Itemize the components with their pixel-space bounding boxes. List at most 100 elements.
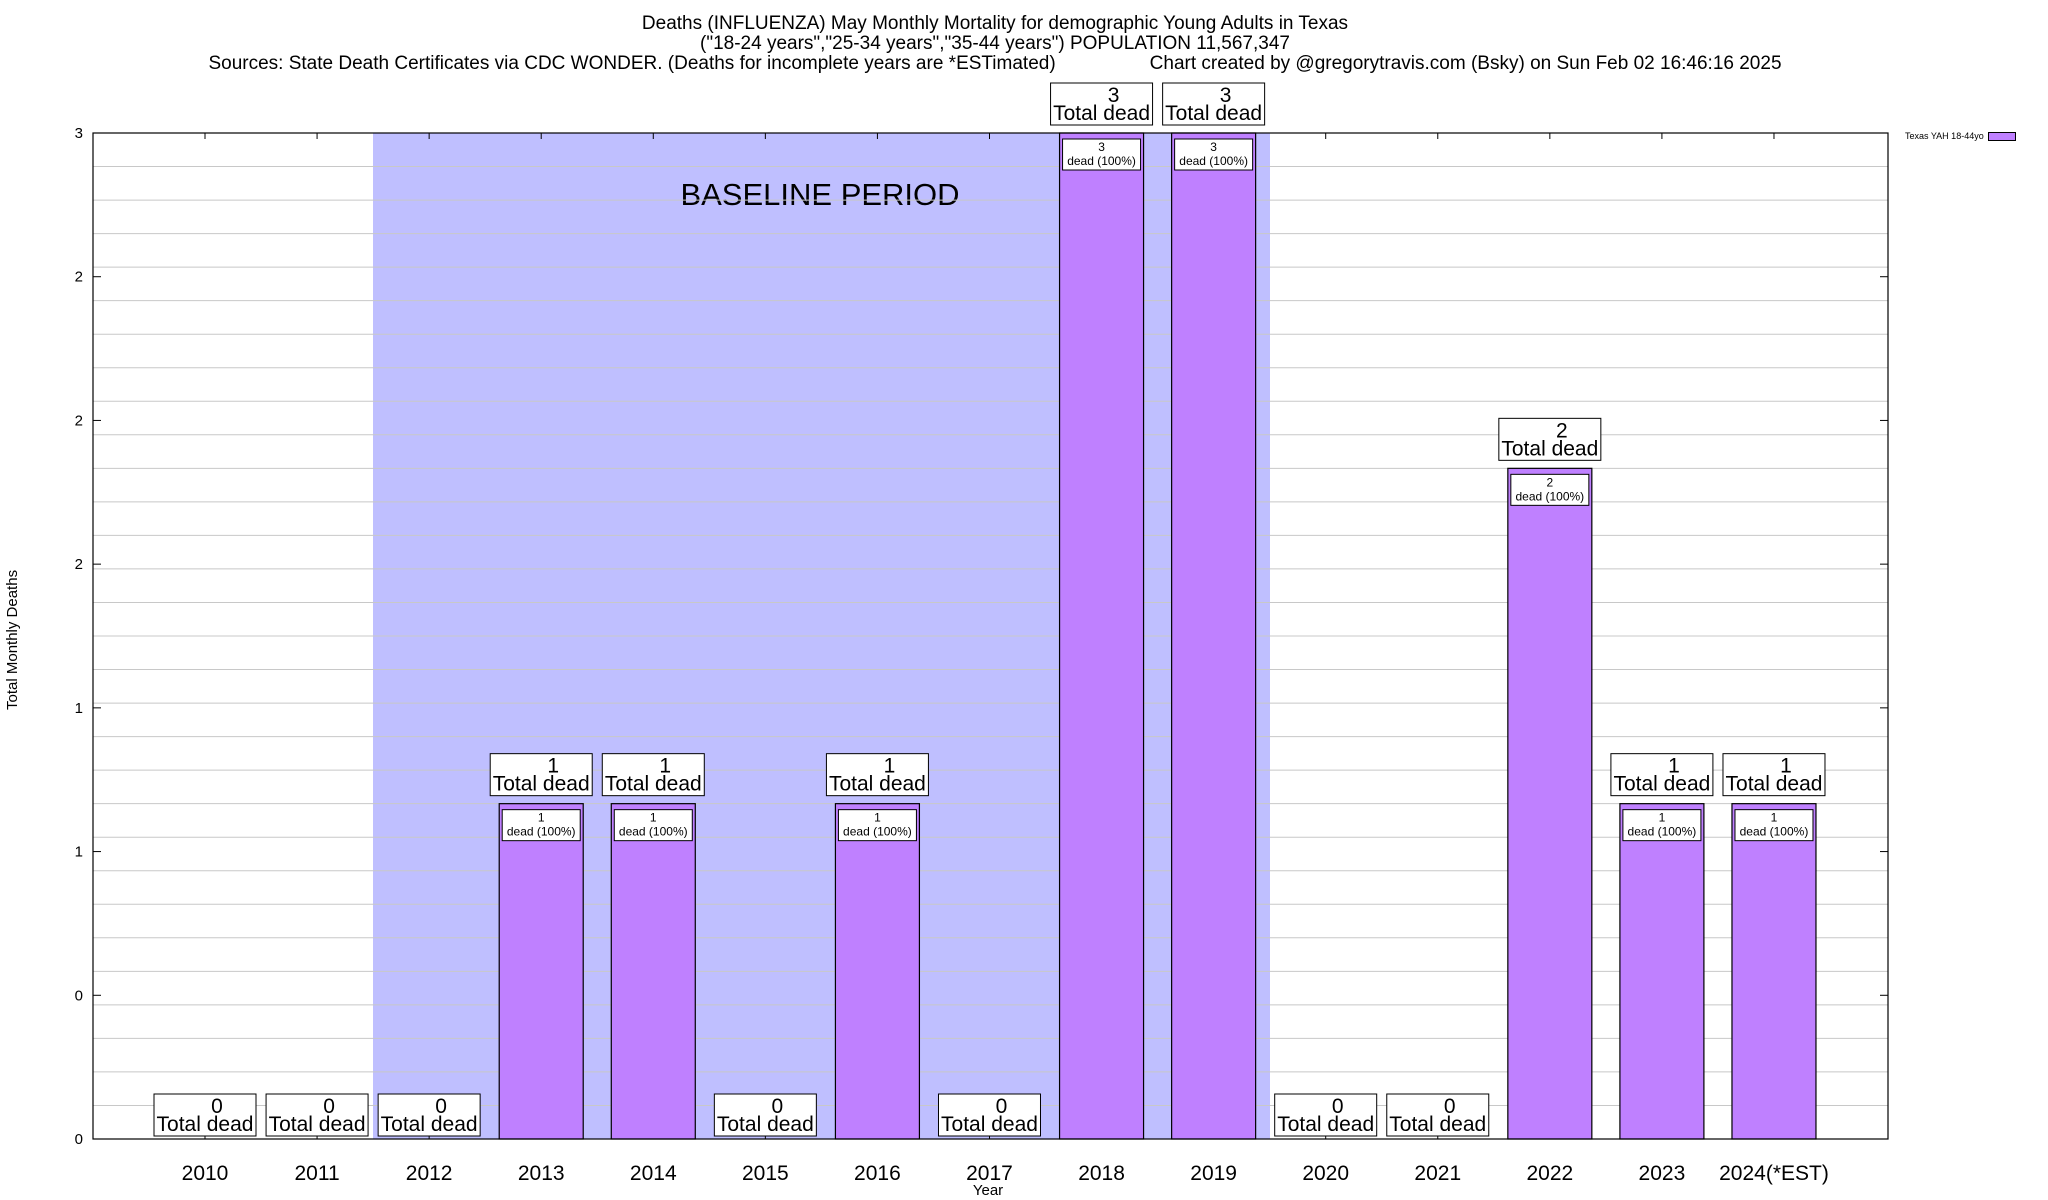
total-dead-box [489, 753, 593, 797]
bar [1731, 803, 1817, 1140]
total-dead-count: 0 [1332, 1095, 1344, 1118]
chart-source-line: Sources: State Death Certificates via CD… [0, 53, 1990, 75]
total-dead-label: Total dead [1389, 1113, 1486, 1136]
x-tick-label: 2010 [182, 1162, 229, 1185]
total-dead-box [825, 753, 929, 797]
total-dead-count: 0 [323, 1095, 335, 1118]
chart-title: Deaths (INFLUENZA) May Monthly Mortality… [641, 13, 1349, 34]
x-tick-label: 2011 [294, 1162, 339, 1185]
total-dead-label: Total dead [717, 1113, 814, 1136]
total-dead-box [1386, 1093, 1490, 1137]
bar [1619, 803, 1705, 1140]
legend-swatch [1987, 131, 2016, 141]
total-dead-count: 0 [1444, 1095, 1456, 1118]
bar-inner-label-box [1174, 138, 1254, 171]
total-dead-count: 1 [1780, 755, 1792, 778]
total-dead-count: 0 [996, 1095, 1008, 1118]
total-dead-label: Total dead [1277, 1113, 1374, 1136]
bar [834, 803, 921, 1140]
bar [610, 803, 696, 1140]
bar-inner-count-label: 3 [1210, 140, 1217, 154]
y-tick-label: 3 [75, 125, 83, 142]
y-tick-label: 2 [75, 556, 83, 573]
x-tick-label: 2012 [406, 1162, 453, 1185]
bar-inner-label-box [837, 809, 917, 842]
legend: Texas YAH 18-44yo [1905, 131, 2016, 141]
total-dead-box [937, 1093, 1041, 1137]
x-tick-label: 2013 [518, 1162, 565, 1185]
bar-inner-count-label: 1 [874, 811, 881, 825]
bar-inner-label-box [1510, 473, 1590, 506]
bar-inner-percent-label: dead (100%) [1067, 154, 1136, 168]
total-dead-box [1050, 82, 1154, 126]
total-dead-box [265, 1093, 369, 1137]
total-dead-box [1610, 753, 1714, 797]
bar-inner-label-box [1622, 809, 1702, 842]
legend-series-label: Texas YAH 18-44yo [1905, 131, 1984, 141]
bar-inner-percent-label: dead (100%) [1628, 825, 1697, 839]
total-dead-label: Total dead [381, 1113, 478, 1136]
x-tick-label: 2024(*EST) [1719, 1162, 1829, 1185]
total-dead-box [153, 1093, 257, 1137]
bar [498, 803, 584, 1140]
baseline-period-label: BASELINE PERIOD [680, 177, 959, 212]
y-tick-label: 0 [75, 1131, 83, 1148]
total-dead-label: Total dead [1726, 773, 1823, 796]
total-dead-count: 1 [884, 755, 896, 778]
bar-inner-percent-label: dead (100%) [619, 825, 688, 839]
bar-inner-count-label: 1 [538, 811, 545, 825]
bar-inner-count-label: 1 [1771, 811, 1778, 825]
total-dead-label: Total dead [1165, 102, 1262, 125]
x-axis-label: Year [972, 1182, 1004, 1199]
bar-inner-count-label: 1 [650, 811, 657, 825]
y-tick-label: 2 [75, 412, 83, 429]
y-tick-label: 1 [75, 844, 83, 861]
x-tick-label: 2014 [630, 1162, 677, 1185]
total-dead-box [713, 1093, 817, 1137]
bar-inner-percent-label: dead (100%) [1515, 489, 1584, 503]
total-dead-count: 2 [1556, 419, 1568, 442]
bar-inner-count-label: 3 [1098, 140, 1105, 154]
bar-inner-percent-label: dead (100%) [1179, 154, 1248, 168]
total-dead-box [1722, 753, 1826, 797]
bar-inner-percent-label: dead (100%) [507, 825, 576, 839]
bar-inner-count-label: 2 [1546, 475, 1553, 489]
bar-inner-count-label: 1 [1659, 811, 1666, 825]
x-tick-label: 2021 [1414, 1162, 1461, 1185]
x-tick-label: 2023 [1639, 1162, 1686, 1185]
total-dead-label: Total dead [829, 773, 926, 796]
total-dead-count: 3 [1108, 84, 1120, 107]
total-dead-box [1498, 417, 1602, 461]
total-dead-count: 1 [547, 755, 559, 778]
total-dead-count: 1 [1668, 755, 1680, 778]
total-dead-label: Total dead [1501, 437, 1598, 460]
chart-credit: Chart created by @gregorytravis.com (Bsk… [1149, 53, 1782, 74]
total-dead-label: Total dead [941, 1113, 1038, 1136]
total-dead-label: Total dead [1053, 102, 1150, 125]
bar-inner-label-box [1062, 138, 1142, 171]
bar-inner-percent-label: dead (100%) [1740, 825, 1809, 839]
total-dead-box [1274, 1093, 1378, 1137]
bar-inner-label-box [1734, 809, 1814, 842]
plot-frame [92, 132, 1889, 1140]
bar [1171, 132, 1257, 1140]
total-dead-box [377, 1093, 481, 1137]
y-tick-label: 0 [75, 987, 83, 1004]
x-tick-label: 2016 [854, 1162, 901, 1185]
bar [1058, 132, 1145, 1140]
x-tick-label: 2018 [1078, 1162, 1125, 1185]
bar [1507, 467, 1593, 1140]
total-dead-box [1162, 82, 1266, 126]
chart-source: Sources: State Death Certificates via CD… [208, 53, 1056, 74]
total-dead-count: 0 [211, 1095, 223, 1118]
x-tick-label: 2020 [1302, 1162, 1349, 1185]
total-dead-count: 1 [659, 755, 671, 778]
total-dead-label: Total dead [493, 773, 590, 796]
total-dead-label: Total dead [269, 1113, 366, 1136]
bar-inner-label-box [501, 809, 581, 842]
total-dead-count: 3 [1220, 84, 1232, 107]
x-tick-label: 2019 [1190, 1162, 1237, 1185]
total-dead-label: Total dead [1613, 773, 1710, 796]
total-dead-count: 0 [772, 1095, 784, 1118]
